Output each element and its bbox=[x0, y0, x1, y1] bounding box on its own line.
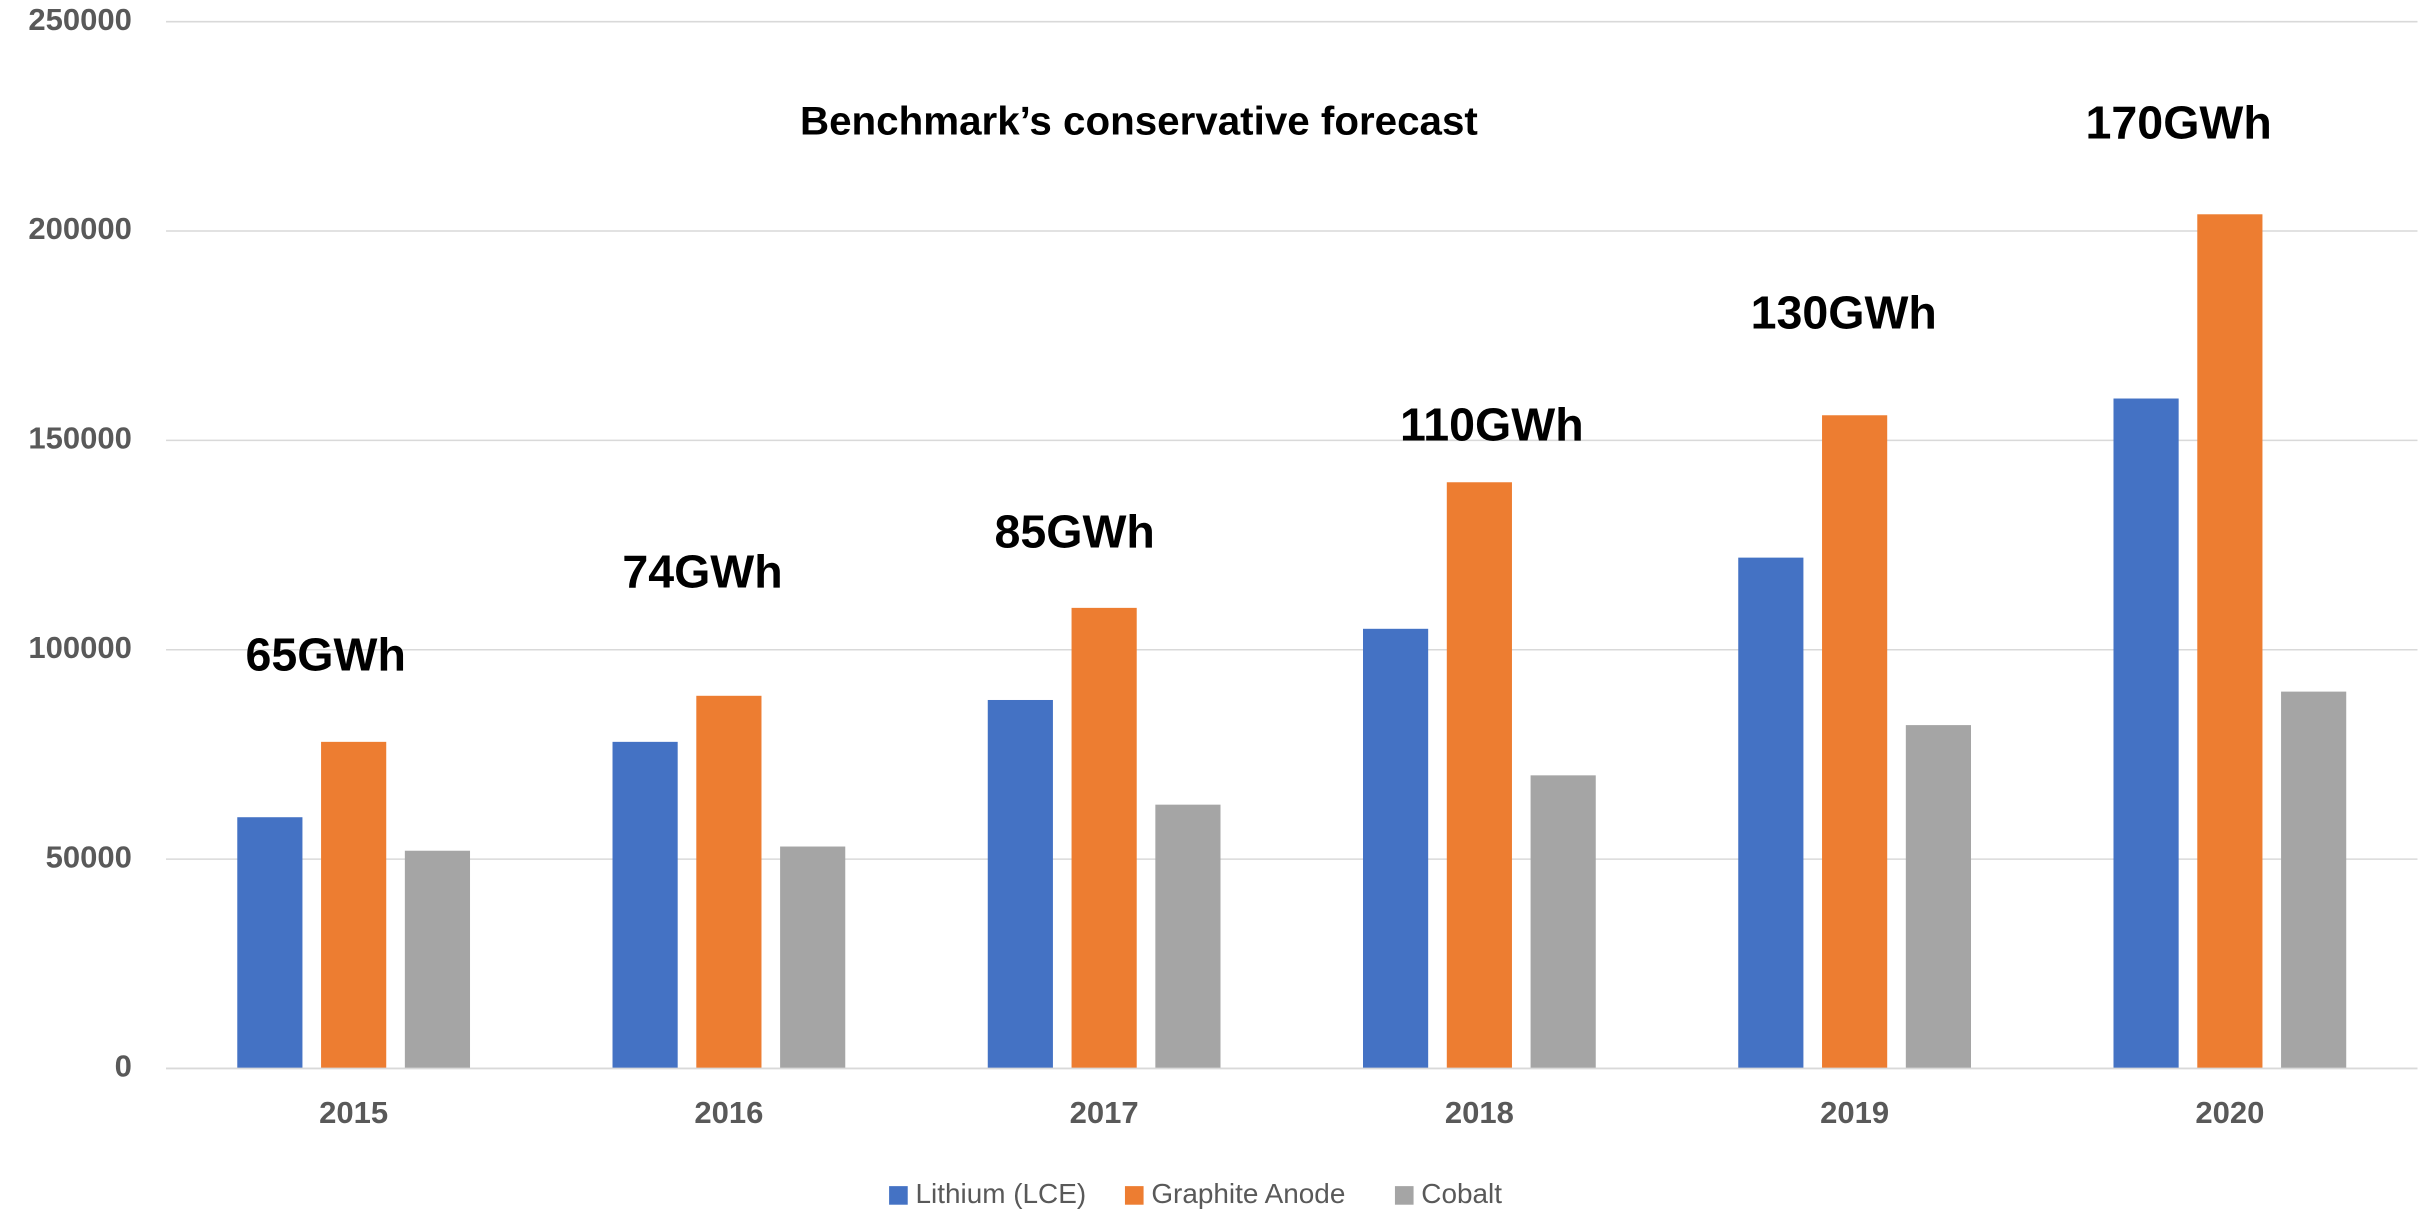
bar bbox=[987, 699, 1053, 1069]
y-tick-label: 50000 bbox=[46, 839, 132, 874]
bar bbox=[1530, 775, 1596, 1069]
bar bbox=[1363, 628, 1429, 1069]
bar bbox=[1071, 607, 1137, 1069]
x-tick-label: 2015 bbox=[319, 1095, 388, 1130]
bar bbox=[1905, 725, 1971, 1069]
bar bbox=[1822, 415, 1888, 1069]
chart-title: Benchmark’s conservative forecast bbox=[800, 99, 1478, 144]
bar bbox=[1155, 804, 1221, 1069]
bar bbox=[612, 741, 678, 1069]
y-tick-label: 100000 bbox=[28, 630, 132, 665]
annotation: 65GWh bbox=[246, 629, 406, 681]
y-tick-label: 0 bbox=[115, 1049, 132, 1084]
x-tick-label: 2016 bbox=[694, 1095, 763, 1130]
x-tick-label: 2020 bbox=[2195, 1095, 2264, 1130]
x-tick-label: 2019 bbox=[1820, 1095, 1889, 1130]
legend-label: Cobalt bbox=[1421, 1178, 1502, 1209]
y-tick-label: 150000 bbox=[28, 421, 132, 456]
legend-swatch bbox=[889, 1186, 908, 1205]
x-tick-label: 2018 bbox=[1445, 1095, 1514, 1130]
y-tick-label: 200000 bbox=[28, 211, 132, 246]
bar bbox=[1738, 557, 1804, 1069]
bar bbox=[404, 850, 471, 1069]
bar bbox=[321, 741, 387, 1069]
bar bbox=[2197, 214, 2263, 1069]
annotation: 74GWh bbox=[622, 545, 782, 597]
legend-swatch bbox=[1124, 1186, 1144, 1205]
legend-swatch bbox=[1394, 1186, 1414, 1205]
x-tick-label: 2017 bbox=[1070, 1095, 1139, 1130]
bar bbox=[1446, 482, 1512, 1069]
bar bbox=[2281, 691, 2347, 1069]
bar bbox=[696, 695, 762, 1069]
annotation: 85GWh bbox=[994, 505, 1154, 557]
bar bbox=[237, 817, 303, 1069]
bar bbox=[780, 846, 846, 1069]
annotation: 130GWh bbox=[1751, 286, 1937, 338]
annotation: 110GWh bbox=[1400, 398, 1584, 450]
legend-label: Graphite Anode bbox=[1151, 1178, 1345, 1209]
annotation: 170GWh bbox=[2086, 96, 2272, 148]
legend-label: Lithium (LCE) bbox=[915, 1178, 1086, 1209]
bar bbox=[2113, 398, 2179, 1069]
y-tick-label: 250000 bbox=[28, 2, 132, 37]
